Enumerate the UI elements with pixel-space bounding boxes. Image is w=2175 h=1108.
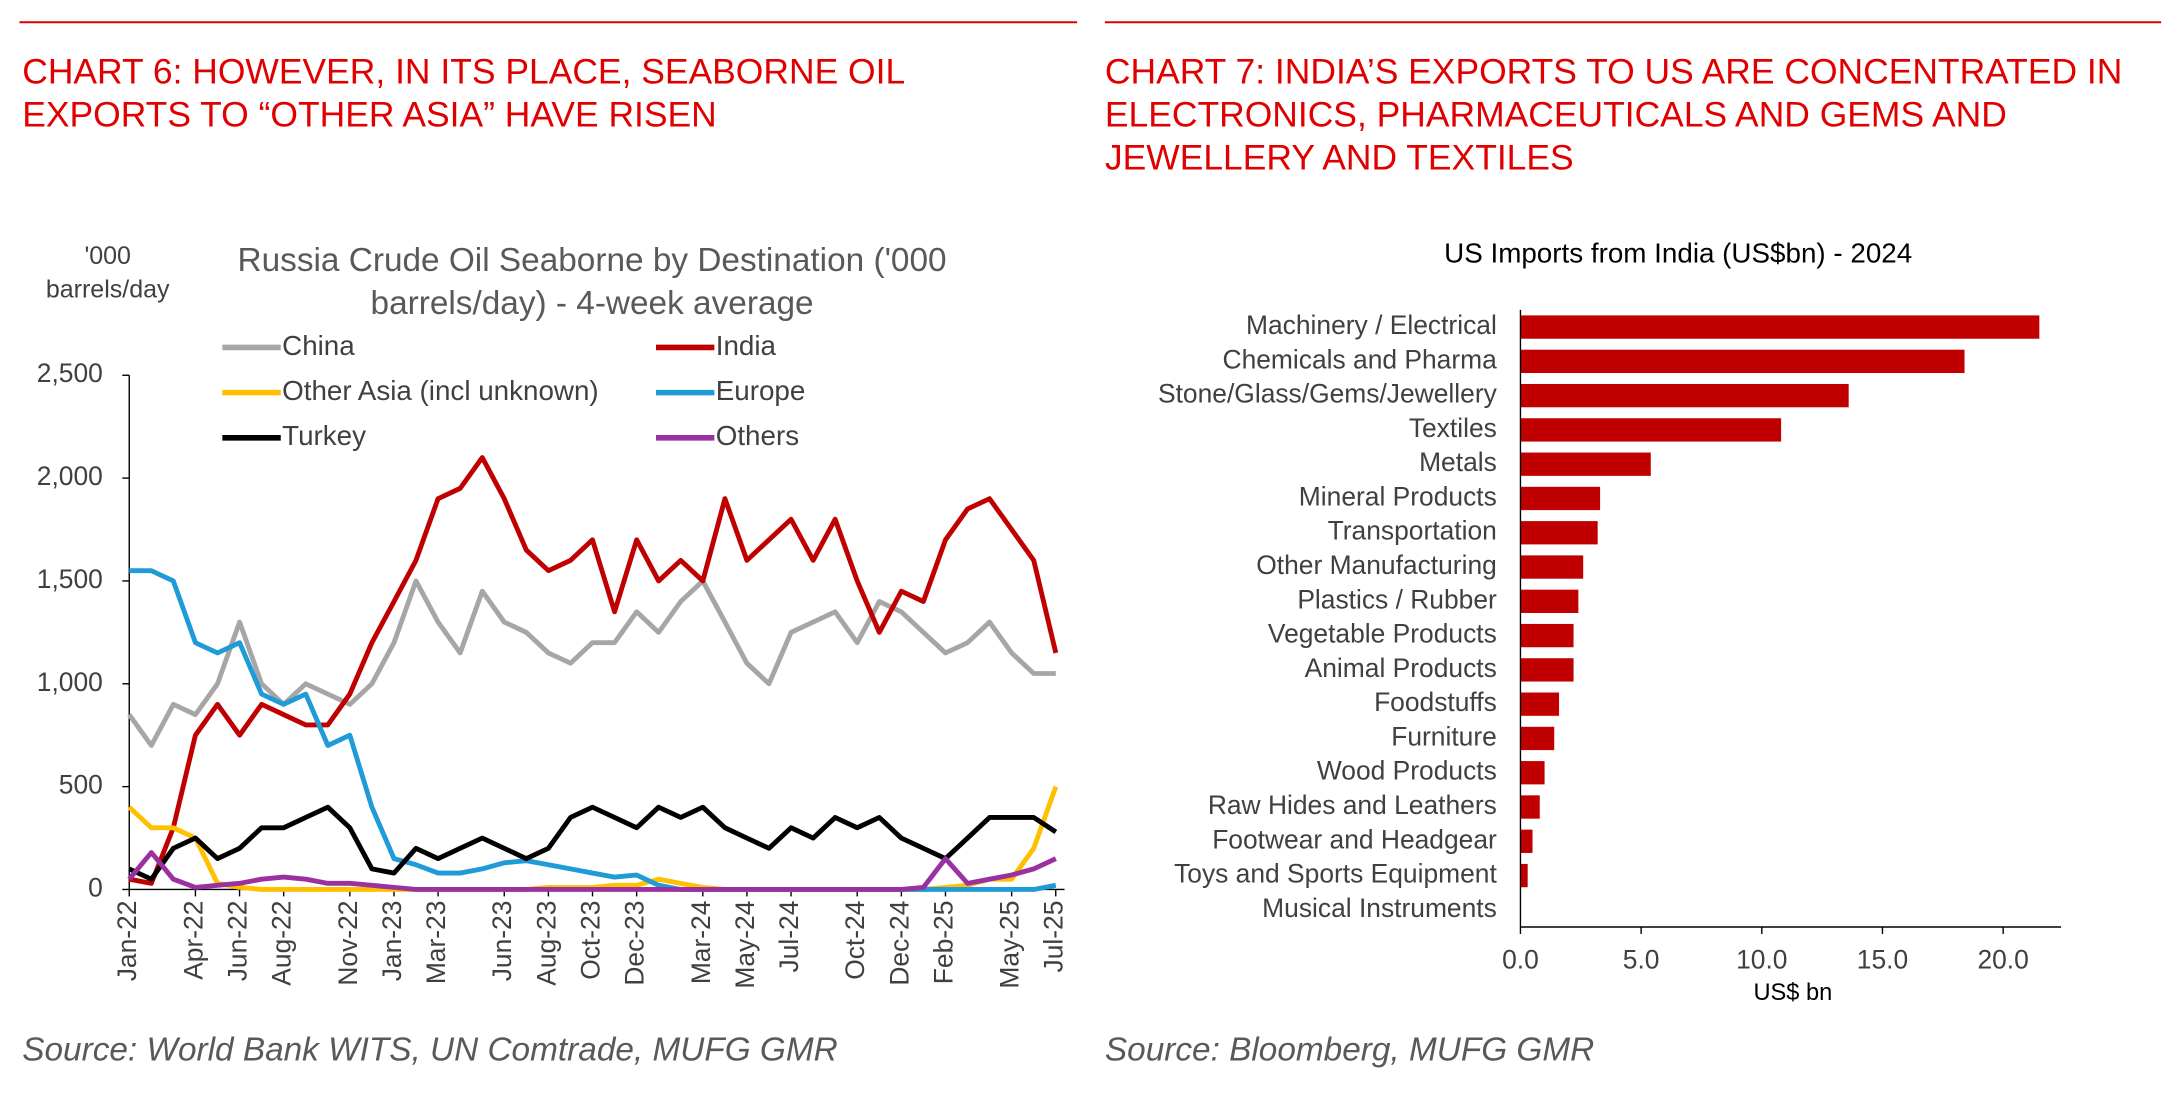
x-tick-label: Feb-25	[928, 901, 958, 985]
legend-label: India	[716, 330, 777, 361]
y-tick-label: Metals	[1419, 447, 1497, 477]
x-tick-label: May-25	[995, 901, 1025, 989]
y-tick-label: Other Manufacturing	[1256, 550, 1497, 580]
x-axis-label: US$ bn	[1753, 980, 1832, 1006]
y-tick-label: 2,000	[37, 461, 103, 491]
bar	[1520, 658, 1574, 682]
x-tick-label: Nov-22	[333, 901, 363, 986]
x-tick-label: May-24	[730, 901, 760, 989]
y-tick-label: Chemicals and Pharma	[1223, 344, 1498, 374]
y-tick-label: Mineral Products	[1299, 481, 1497, 511]
legend-label: Turkey	[282, 420, 366, 451]
y-tick-label: Vegetable Products	[1268, 619, 1497, 649]
x-tick-label: Oct-23	[575, 901, 605, 980]
y-tick-label: 2,500	[37, 358, 103, 388]
x-tick-label: Aug-22	[267, 901, 297, 986]
x-tick-label: Apr-22	[178, 901, 208, 980]
legend-label: Others	[716, 420, 799, 451]
x-tick-label: Jul-24	[774, 901, 804, 973]
legend-label: China	[282, 330, 355, 361]
y-tick-label: Foodstuffs	[1374, 687, 1497, 717]
series-line	[129, 568, 1057, 892]
legend-label: Europe	[716, 375, 806, 406]
heading: CHART 6: HOWEVER, IN ITS PLACE, SEABORNE…	[22, 52, 904, 135]
source: Source: Bloomberg, MUFG GMR	[1104, 1031, 1595, 1069]
chart-title: Russia Crude Oil Seaborne by Destination…	[237, 241, 947, 323]
x-tick-label: Mar-24	[686, 901, 716, 985]
bar	[1520, 863, 1528, 888]
x-tick-label: 15.0	[1857, 945, 1908, 975]
series-line	[127, 578, 1056, 748]
y-tick-label: 0	[88, 872, 103, 902]
y-tick-label: Plastics / Rubber	[1297, 584, 1497, 614]
y-tick-label: Musical Instruments	[1262, 893, 1497, 923]
y-tick-label: 1,500	[37, 564, 103, 594]
x-tick-label: Jun-22	[223, 901, 253, 982]
y-tick-label: Machinery / Electrical	[1246, 310, 1497, 340]
y-tick-label: Raw Hides and Leathers	[1208, 790, 1497, 820]
series-line	[128, 804, 1058, 882]
y-tick-label: 1,000	[37, 667, 103, 697]
x-tick-label: 5.0	[1623, 945, 1660, 975]
bar	[1520, 349, 1965, 374]
bar	[1520, 829, 1533, 853]
bar	[1520, 555, 1584, 579]
x-tick-label: Jan-22	[112, 901, 142, 982]
y-tick-label: Animal Products	[1305, 653, 1497, 683]
legend-label: Other Asia (incl unknown)	[282, 375, 599, 406]
x-tick-label: 20.0	[1977, 945, 2028, 975]
bar	[1520, 623, 1574, 648]
x-tick-label: Jan-23	[377, 901, 407, 982]
bar	[1520, 726, 1555, 751]
bar	[1520, 692, 1560, 716]
y-tick-label: 500	[59, 770, 103, 800]
y-tick-label: Footwear and Headgear	[1212, 824, 1497, 854]
y-tick-label: Toys and Sports Equipment	[1174, 859, 1497, 889]
bar	[1520, 761, 1545, 785]
y-tick-label: Furniture	[1391, 721, 1497, 751]
bar	[1520, 452, 1651, 476]
x-tick-label: Dec-24	[884, 901, 914, 986]
y-tick-label: Stone/Glass/Gems/Jewellery	[1158, 379, 1498, 409]
y-tick-label: Textiles	[1409, 413, 1497, 443]
x-tick-label: Jun-23	[487, 901, 517, 982]
x-tick-label: Mar-23	[421, 901, 451, 985]
bar	[1520, 521, 1598, 545]
x-tick-label: Oct-24	[840, 901, 870, 980]
x-tick-label: 0.0	[1502, 945, 1539, 975]
bar	[1520, 418, 1782, 442]
source: Source: World Bank WITS, UN Comtrade, MU…	[22, 1031, 838, 1069]
bar	[1520, 486, 1601, 511]
y-axis-label: '000 barrels/day	[45, 241, 170, 303]
y-tick-label: Transportation	[1328, 516, 1497, 546]
bar	[1520, 383, 1849, 408]
x-tick-label: Dec-23	[620, 901, 650, 986]
bar	[1520, 315, 2040, 339]
y-tick-label: Wood Products	[1317, 756, 1497, 786]
bar	[1520, 795, 1540, 819]
x-tick-label: 10.0	[1736, 945, 1787, 975]
chart-title: US Imports from India (US$bn) - 2024	[1444, 239, 1913, 270]
bar	[1520, 589, 1579, 613]
heading: CHART 7: INDIA’S EXPORTS TO US ARE CONCE…	[1104, 52, 2123, 178]
x-tick-label: Aug-23	[531, 901, 561, 986]
series-line	[127, 850, 1057, 892]
series-line	[128, 455, 1059, 886]
x-tick-label: Jul-25	[1039, 901, 1069, 973]
